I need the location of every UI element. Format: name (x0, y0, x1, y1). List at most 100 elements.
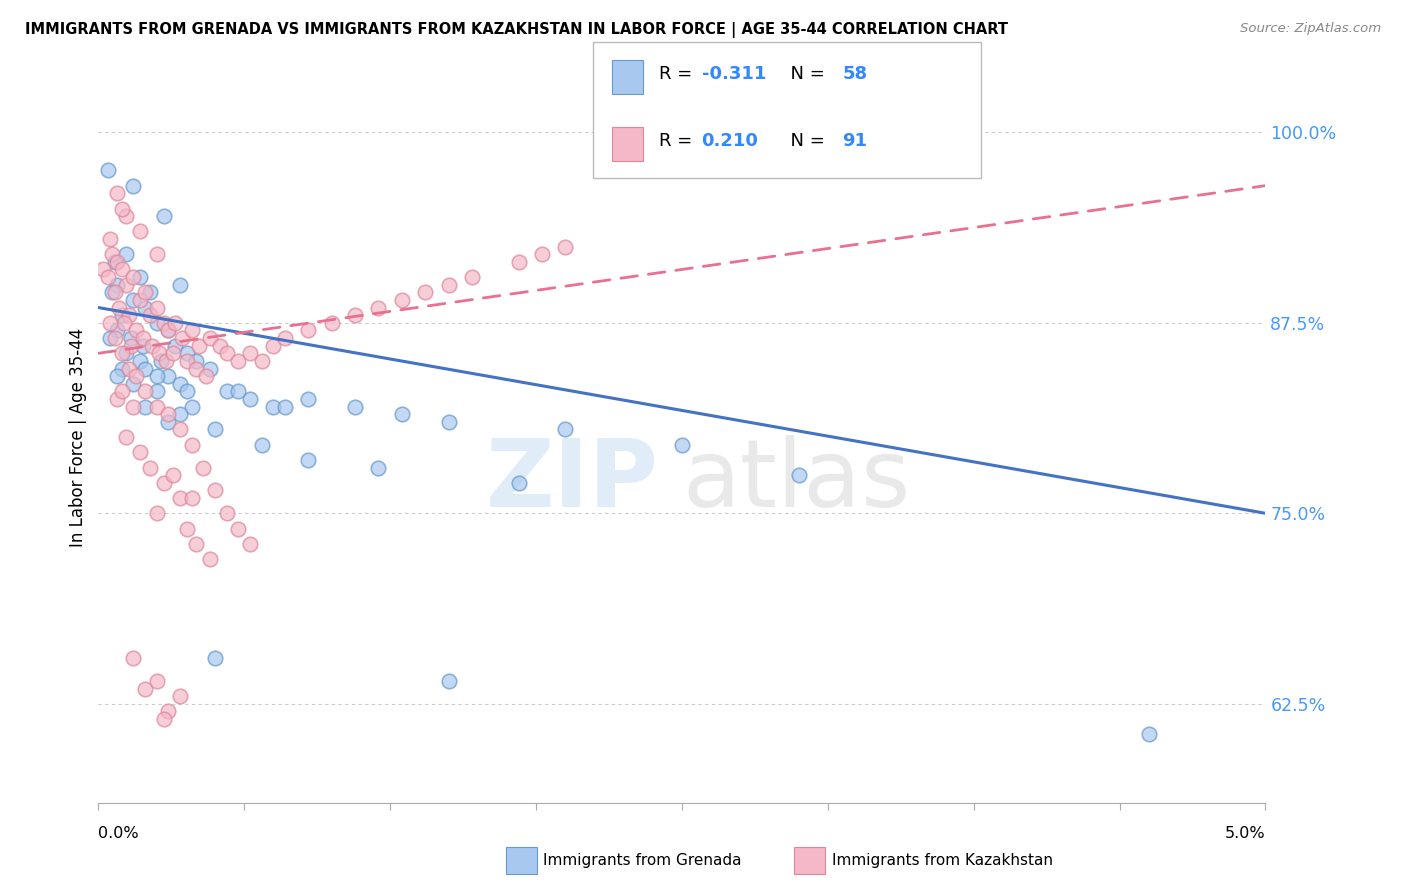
Point (1137, 727, 1160, 741)
Point (200, 331, 222, 345)
Point (215, 346, 238, 360)
Point (157, 705, 180, 719)
Point (129, 445, 152, 459)
Point (122, 400, 145, 414)
Point (91, 262, 114, 277)
Point (125, 323, 148, 337)
Point (157, 323, 180, 337)
Point (129, 224, 152, 238)
Point (508, 475, 530, 490)
Point (115, 430, 138, 444)
Point (321, 316, 343, 330)
Point (139, 285, 162, 300)
Point (150, 354, 173, 368)
Point (437, 673, 460, 688)
Point (165, 316, 187, 330)
Point (172, 331, 194, 345)
Point (367, 301, 389, 315)
Point (104, 255, 127, 269)
Point (155, 354, 177, 368)
Point (152, 316, 174, 330)
Point (208, 338, 231, 352)
Point (122, 178, 145, 193)
Point (111, 384, 134, 399)
Point (111, 262, 134, 277)
Point (180, 323, 202, 337)
Point (98, 316, 121, 330)
Point (120, 331, 142, 345)
Text: Immigrants from Kazakhstan: Immigrants from Kazakhstan (832, 854, 1053, 868)
Point (176, 521, 198, 535)
Point (554, 422, 576, 436)
Point (297, 323, 319, 337)
Text: 91: 91 (842, 132, 868, 150)
Text: N =: N = (779, 65, 831, 83)
Point (118, 308, 141, 322)
Point (169, 407, 191, 421)
Point (274, 400, 297, 414)
Point (204, 483, 226, 498)
Point (139, 308, 162, 322)
Point (297, 392, 319, 406)
Text: Immigrants from Grenada: Immigrants from Grenada (543, 854, 741, 868)
Point (228, 384, 250, 399)
Point (98, 331, 121, 345)
Point (134, 361, 156, 376)
Text: atlas: atlas (682, 435, 910, 527)
Text: 0.0%: 0.0% (98, 826, 139, 840)
Point (111, 308, 134, 322)
Point (193, 460, 215, 475)
Point (132, 338, 155, 352)
Point (104, 331, 127, 345)
Point (186, 361, 208, 376)
Point (180, 438, 202, 452)
Point (125, 369, 148, 384)
Text: Source: ZipAtlas.com: Source: ZipAtlas.com (1240, 22, 1381, 36)
Point (111, 361, 134, 376)
Point (250, 354, 273, 368)
Text: R =: R = (659, 65, 699, 83)
Text: 58: 58 (842, 65, 868, 83)
Point (176, 346, 198, 360)
Point (97, 163, 120, 178)
Point (97, 270, 120, 285)
Point (115, 277, 138, 292)
Point (111, 202, 134, 216)
Text: IMMIGRANTS FROM GRENADA VS IMMIGRANTS FROM KAZAKHSTAN IN LABOR FORCE | AGE 35-44: IMMIGRANTS FROM GRENADA VS IMMIGRANTS FR… (25, 22, 1008, 38)
Point (115, 247, 138, 261)
Point (98, 232, 121, 246)
Point (134, 285, 156, 300)
Point (122, 651, 145, 665)
Point (530, 247, 553, 261)
Point (146, 384, 169, 399)
Point (118, 361, 141, 376)
Point (120, 338, 142, 352)
Point (239, 346, 262, 360)
Point (122, 270, 145, 285)
Point (194, 369, 217, 384)
Point (200, 361, 222, 376)
Point (115, 346, 138, 360)
Point (169, 277, 191, 292)
Point (157, 323, 180, 337)
Point (215, 506, 238, 520)
Point (101, 247, 124, 261)
Point (105, 255, 128, 269)
Point (215, 384, 238, 399)
Point (344, 400, 367, 414)
Point (344, 308, 367, 322)
Point (129, 270, 152, 285)
Point (134, 400, 156, 414)
Point (152, 712, 174, 726)
Point (152, 475, 174, 490)
Point (165, 338, 187, 352)
Point (169, 689, 191, 703)
Point (132, 331, 155, 345)
Point (169, 491, 191, 505)
Point (186, 354, 208, 368)
Point (169, 422, 191, 436)
Point (122, 293, 145, 307)
Point (105, 323, 128, 337)
Point (134, 301, 156, 315)
Point (228, 354, 250, 368)
